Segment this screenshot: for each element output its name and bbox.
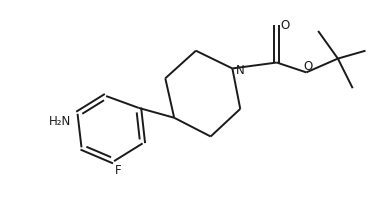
Text: H₂N: H₂N (49, 115, 71, 128)
Text: N: N (236, 64, 245, 77)
Text: O: O (280, 19, 289, 32)
Text: O: O (304, 60, 313, 73)
Text: F: F (115, 164, 121, 178)
